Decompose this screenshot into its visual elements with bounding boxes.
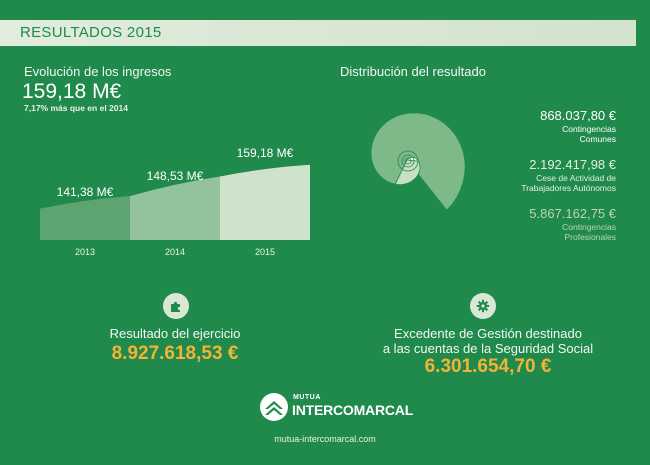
income-growth: 7,17% más que en el 2014 <box>24 103 128 113</box>
brand-top: MUTUA <box>293 394 321 401</box>
area-tick-2014: 2014 <box>165 247 185 257</box>
income-area-chart: 141,38 M€ 2013 148,53 M€ 2014 159,18 M€ 2015 <box>40 146 310 257</box>
dist-label-comunes: Contingencias Comunes <box>562 124 616 144</box>
gear-icon <box>470 293 496 319</box>
spiral-slices <box>370 112 466 211</box>
result-label: Resultado del ejercicio <box>109 326 241 341</box>
surplus-label: Excedente de Gestión destinado a las cue… <box>382 326 594 356</box>
brand-name: INTERCOMARCAL <box>292 402 414 418</box>
area-segment-2014 <box>130 176 220 240</box>
spiral-ring-2 <box>401 154 415 168</box>
result-value: 8.927.618,53 € <box>111 343 239 364</box>
area-tick-2015: 2015 <box>255 247 275 257</box>
income-title: Evolución de los ingresos <box>24 64 172 79</box>
dist-value-comunes: 868.037,80 € <box>540 108 616 123</box>
area-segment-2013 <box>40 196 130 240</box>
area-tick-2013: 2013 <box>75 247 95 257</box>
spiral-slice-2 <box>394 159 421 185</box>
distribution-spiral-chart <box>370 112 466 211</box>
spiral-ring-1 <box>397 150 419 172</box>
area-value-label-2015: 159,18 M€ <box>237 146 294 160</box>
dist-value-cese: 2.192.417,98 € <box>529 157 616 172</box>
spiral-ring-3 <box>404 157 412 165</box>
dist-label-cese: Cese de Actividad de Trabajadores Autóno… <box>521 173 616 193</box>
dist-label-profesionales: Contingencias Profesionales <box>562 222 616 242</box>
brand-logo: MUTUA INTERCOMARCAL <box>259 392 413 428</box>
header-band <box>0 20 636 46</box>
logo-mark-icon <box>260 393 288 421</box>
distribution-title: Distribución del resultado <box>340 64 486 79</box>
surplus-value: 6.301.654,70 € <box>424 356 552 377</box>
area-segment-2015 <box>220 164 310 240</box>
dist-value-profesionales: 5.867.162,75 € <box>529 206 616 221</box>
income-total: 159,18 M€ <box>22 80 122 103</box>
puzzle-icon <box>163 293 189 319</box>
brand-url: mutua-intercomarcal.com <box>274 434 376 444</box>
page-title: RESULTADOS 2015 <box>20 24 162 41</box>
area-value-label-2013: 141,38 M€ <box>57 185 114 199</box>
area-value-label-2014: 148,53 M€ <box>147 169 204 183</box>
